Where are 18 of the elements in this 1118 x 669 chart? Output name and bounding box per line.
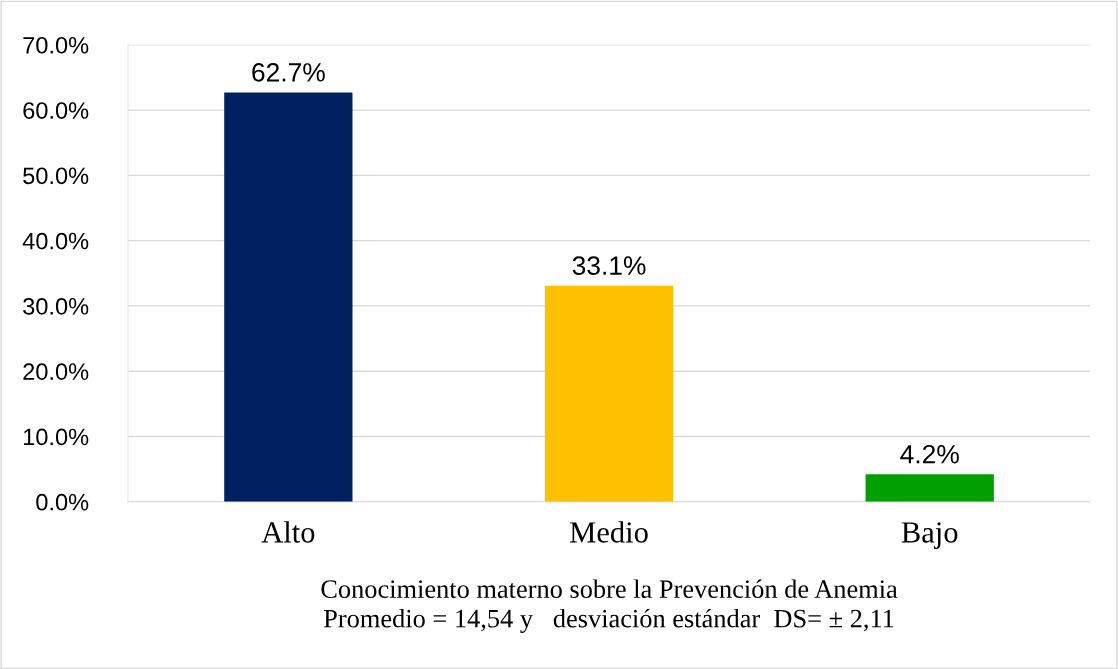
data-label: 62.7% [252, 63, 325, 82]
y-tick-label: 30.0% [23, 297, 89, 315]
bar [224, 92, 353, 502]
y-tick-label: 70.0% [23, 36, 89, 54]
x-tick-label: Medio [570, 521, 648, 543]
bar [544, 285, 674, 502]
bar [865, 474, 994, 502]
y-tick-label: 40.0% [22, 232, 89, 250]
y-tick-label: 60.0% [23, 102, 89, 119]
y-tick-label: 20.0% [23, 363, 89, 380]
y-tick-label: 0.0% [36, 493, 89, 511]
x-axis-title: Conocimiento materno sobre la Prevención de Anemia Promedio = 14,54 y desviación estándar DS= ± 2,11 [321, 579, 898, 633]
data-label: 4.2% [900, 444, 959, 464]
x-tick-label: Alto [261, 521, 315, 543]
data-label: 33.1% [572, 256, 646, 275]
y-tick-label: 50.0% [23, 167, 89, 185]
y-tick-label: 10.0% [23, 428, 89, 446]
x-tick-label: Bajo [901, 522, 958, 549]
